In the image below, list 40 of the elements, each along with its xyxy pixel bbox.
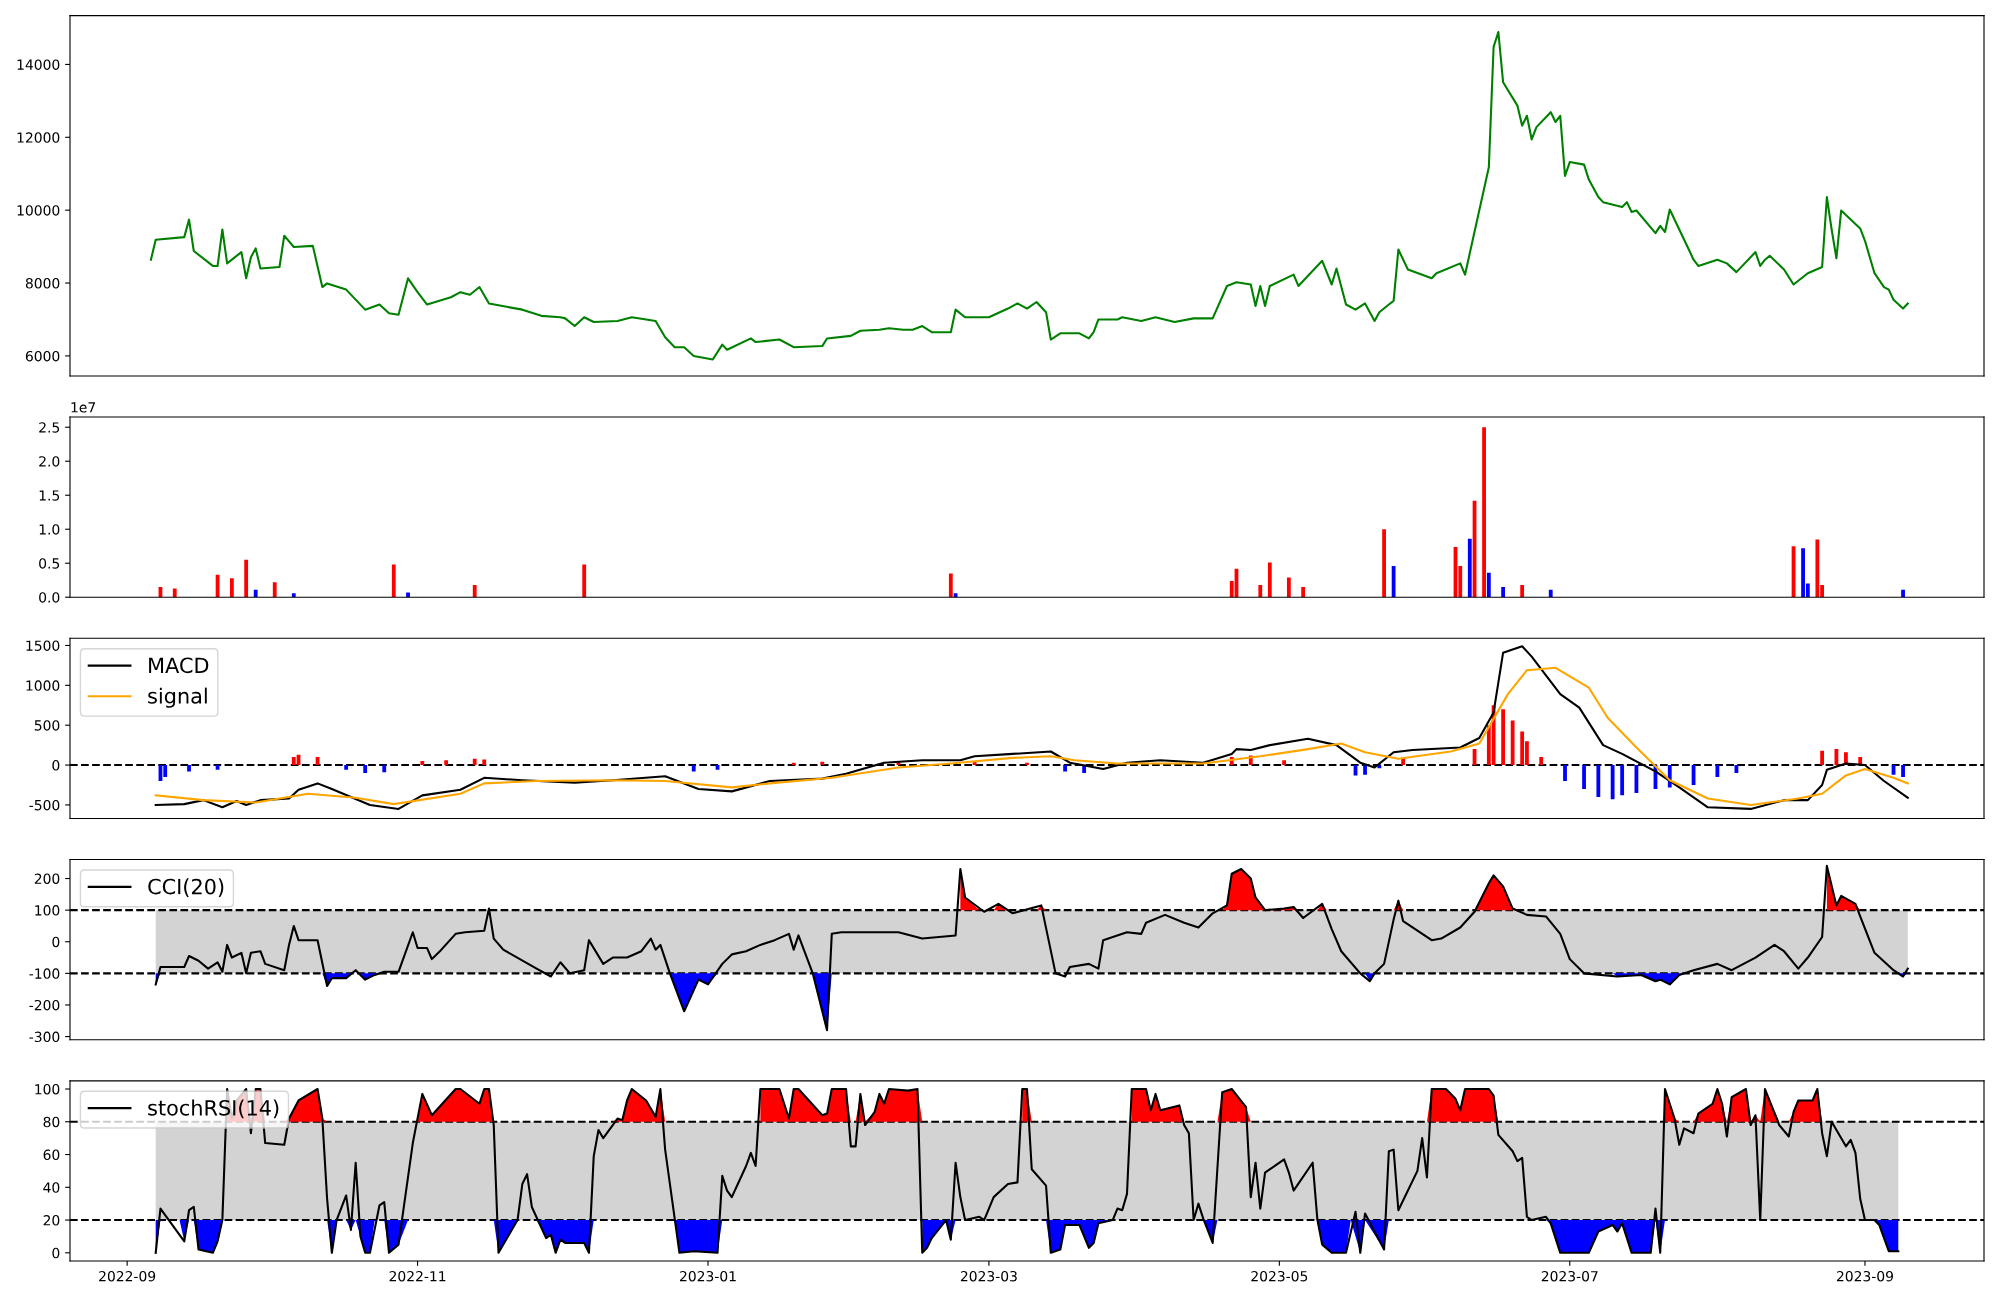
y-tick-label: 200 bbox=[34, 873, 60, 884]
y-tick-label: -500 bbox=[29, 799, 60, 811]
y-tick-label: -200 bbox=[29, 999, 60, 1011]
x-tick-label: 2023-03 bbox=[960, 1270, 1017, 1282]
y-tick-label: 0 bbox=[52, 936, 60, 948]
y-tick-label: 6000 bbox=[25, 350, 60, 362]
text: 1e7 bbox=[71, 402, 96, 413]
y-tick-label: 500 bbox=[34, 720, 60, 731]
y-tick-label: 1.5 bbox=[39, 490, 60, 501]
legend-label: CCI(20) bbox=[148, 878, 224, 897]
x-tick-label: 2023-01 bbox=[680, 1270, 736, 1282]
y-tick-label: 100 bbox=[35, 905, 60, 916]
y-tick-label: 10000 bbox=[17, 205, 60, 216]
y-tick-label: 0.5 bbox=[39, 558, 60, 569]
legend-label: stochRSI(14) bbox=[148, 1099, 279, 1119]
y-tick-label: 8000 bbox=[25, 278, 60, 289]
y-tick-label: 2.0 bbox=[39, 456, 60, 467]
x-tick-label: 2022-11 bbox=[389, 1270, 446, 1282]
y-tick-label: -300 bbox=[29, 1031, 60, 1043]
y-tick-label: 0 bbox=[52, 760, 60, 771]
x-tick-label: 2023-07 bbox=[1541, 1270, 1598, 1282]
y-tick-label: 1.0 bbox=[39, 524, 60, 535]
y-tick-label: 0.0 bbox=[39, 592, 60, 603]
y-tick-label: 12000 bbox=[17, 132, 60, 143]
y-tick-label: 2.5 bbox=[39, 422, 60, 433]
y-tick-label: 1000 bbox=[26, 680, 60, 691]
legend-label: MACD bbox=[149, 657, 209, 674]
y-tick-label: -100 bbox=[29, 968, 60, 979]
y-tick-label: 100 bbox=[35, 1083, 60, 1095]
y-tick-label: 40 bbox=[43, 1182, 60, 1193]
x-tick-label: 2022-09 bbox=[99, 1270, 156, 1282]
y-tick-label: 14000 bbox=[17, 59, 60, 70]
y-tick-label: 80 bbox=[43, 1116, 60, 1128]
y-tick-label: 1500 bbox=[26, 640, 60, 651]
y-tick-label: 60 bbox=[43, 1149, 60, 1160]
legend-label: signal bbox=[148, 687, 207, 708]
x-tick-label: 2023-05 bbox=[1251, 1270, 1308, 1282]
y-tick-label: 20 bbox=[43, 1215, 60, 1226]
y-tick-label: 0 bbox=[52, 1247, 60, 1259]
x-tick-label: 2023-09 bbox=[1836, 1270, 1894, 1282]
